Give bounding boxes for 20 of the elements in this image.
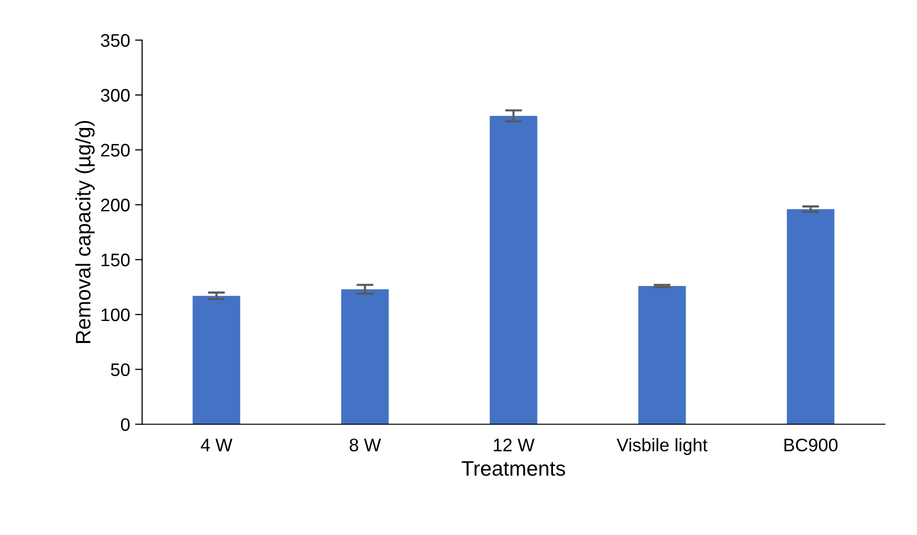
y-axis-title: Removal capacity (µg/g)	[75, 120, 95, 343]
y-tick-label: 300	[100, 88, 130, 102]
x-tick-label: Visbile light	[616, 438, 708, 455]
x-tick-label: 8 W	[350, 438, 381, 452]
y-tick-label: 200	[101, 198, 130, 212]
y-tick-label: 50	[110, 363, 130, 376]
y-tick-label: 0	[120, 418, 130, 431]
y-tick-label: 350	[100, 34, 130, 47]
x-axis-title: Treatments	[462, 461, 566, 476]
bar	[490, 116, 538, 424]
y-tick-label: 100	[102, 308, 130, 322]
x-tick-label: 4 W	[200, 438, 232, 452]
bar	[638, 286, 686, 424]
x-tick-label: 12 W	[494, 438, 535, 452]
bar	[192, 296, 240, 424]
x-tick-label: BC900	[784, 438, 838, 452]
y-tick-label: 250	[101, 144, 130, 157]
bar	[786, 209, 834, 424]
bar	[341, 289, 389, 424]
y-tick-label: 150	[102, 254, 130, 266]
